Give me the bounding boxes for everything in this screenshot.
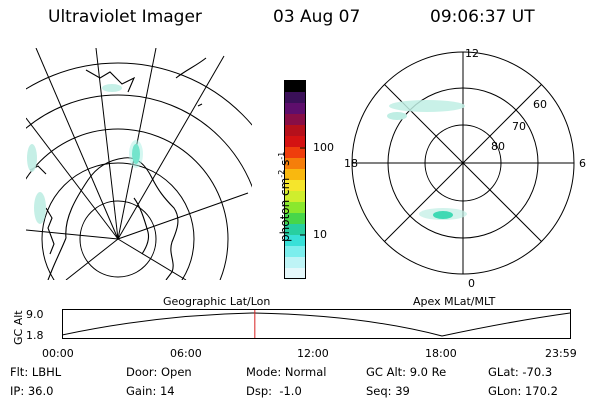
mlt-label-12: 12 xyxy=(465,47,479,60)
colorbar-band xyxy=(285,180,305,192)
altitude-plot xyxy=(62,309,571,339)
mlat-label-70: 70 xyxy=(512,120,526,133)
colorbar-label: photon cm-2 s-1 xyxy=(277,151,292,242)
colorbar xyxy=(284,80,306,280)
colorbar-band xyxy=(285,202,305,214)
geographic-caption: Geographic Lat/Lon xyxy=(163,295,271,308)
colorbar-band xyxy=(285,169,305,181)
geographic-map-panel xyxy=(26,48,252,280)
gc-altitude-info: GC Alt: 9.0 Re xyxy=(366,365,447,379)
gain-info: Gain: 14 xyxy=(126,384,175,398)
mode-info: Mode: Normal xyxy=(246,365,327,379)
colorbar-band xyxy=(285,257,305,269)
colorbar-band xyxy=(285,125,305,137)
time-tick-1200: 12:00 xyxy=(297,347,329,360)
apex-caption: Apex MLat/MLT xyxy=(413,295,496,308)
time-tick-0600: 06:00 xyxy=(170,347,202,360)
mlt-label-18: 18 xyxy=(344,157,358,170)
polar-mlt-panel xyxy=(351,51,575,275)
colorbar-band xyxy=(285,158,305,170)
time-tick-1800: 18:00 xyxy=(425,347,457,360)
colorbar-tick-10: 10 xyxy=(313,228,327,241)
page-title: Ultraviolet Imager xyxy=(48,7,202,27)
image-date: 03 Aug 07 xyxy=(273,7,361,27)
colorbar-band xyxy=(285,81,305,93)
colorbar-tick-100: 100 xyxy=(313,141,334,154)
colorbar-band xyxy=(285,147,305,159)
colorbar-band xyxy=(285,268,305,280)
mlat-label-80: 80 xyxy=(491,140,505,153)
colorbar-band xyxy=(285,191,305,203)
mlt-label-6: 6 xyxy=(579,157,586,170)
dsp-info: Dsp: -1.0 xyxy=(246,384,302,398)
glon-info: GLon: 170.2 xyxy=(488,384,558,398)
altitude-axis-label: GC Alt xyxy=(12,310,25,345)
colorbar-band xyxy=(285,235,305,247)
ip-info: IP: 36.0 xyxy=(10,384,54,398)
filter-info: Flt: LBHL xyxy=(10,365,62,379)
colorbar-band xyxy=(285,246,305,258)
colorbar-band xyxy=(285,92,305,104)
colorbar-band xyxy=(285,103,305,115)
mlat-label-60: 60 xyxy=(533,98,547,111)
seq-info: Seq: 39 xyxy=(366,384,410,398)
door-info: Door: Open xyxy=(126,365,192,379)
image-time: 09:06:37 UT xyxy=(430,7,535,27)
glat-info: GLat: -70.3 xyxy=(488,365,553,379)
altitude-tick-9: 9.0 xyxy=(26,308,44,321)
colorbar-band xyxy=(285,224,305,236)
time-tick-2359: 23:59 xyxy=(545,347,577,360)
colorbar-band xyxy=(285,114,305,126)
time-tick-0000: 00:00 xyxy=(42,347,74,360)
colorbar-band xyxy=(285,213,305,225)
colorbar-band xyxy=(285,136,305,148)
altitude-tick-1-8: 1.8 xyxy=(26,329,44,342)
mlt-label-0: 0 xyxy=(468,277,475,290)
